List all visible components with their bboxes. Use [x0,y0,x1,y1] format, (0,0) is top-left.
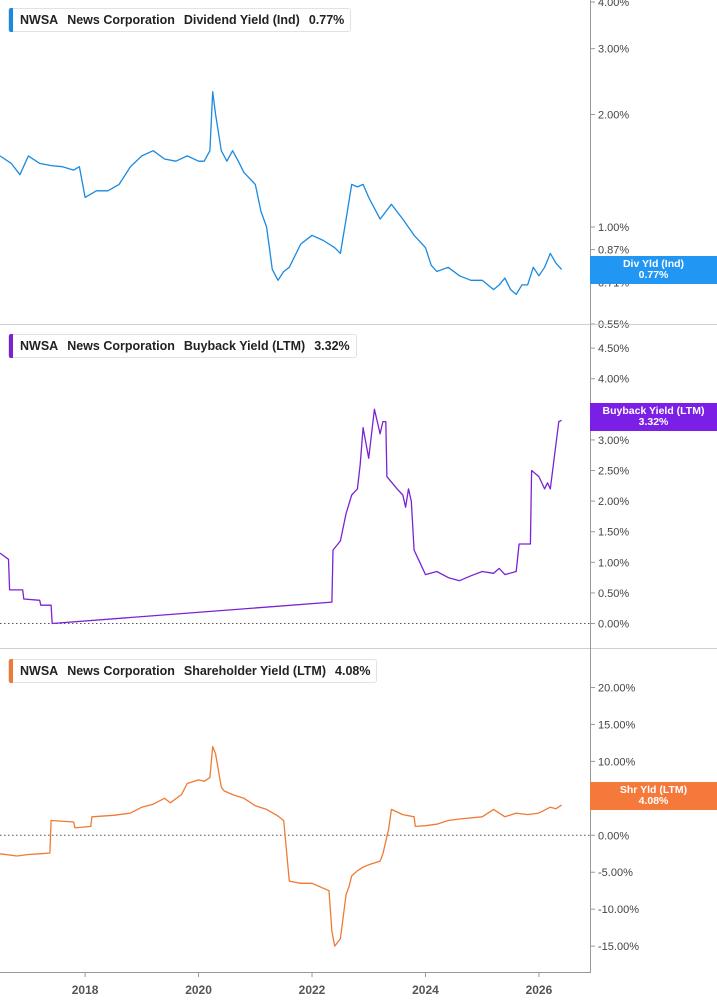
x-tick-label: 2022 [299,983,326,997]
legend-value: 4.08% [335,664,371,678]
badge-value: 0.77% [638,269,669,281]
x-tick-label: 2024 [412,983,439,997]
legend-value: 0.77% [308,13,345,27]
legend-metric: Buyback Yield (LTM) [183,339,306,353]
legend-dividend-yield: NWSA News Corporation Dividend Yield (In… [8,8,352,32]
series-line [0,91,563,296]
y-tick-label: 2.00% [598,496,629,508]
y-tick-label: 2.00% [598,109,629,121]
legend-ticker: NWSA [20,664,59,678]
legend-company: News Corporation [67,339,175,353]
y-tick-label: 1.50% [598,527,629,539]
badge-value: 3.32% [638,416,669,428]
legend-swatch [9,659,13,683]
legend-shareholder-yield: NWSA News Corporation Shareholder Yield … [8,659,378,683]
y-tick-label: 3.00% [598,435,629,447]
x-tick-label: 2018 [72,983,99,997]
badge-buyback-yield: Buyback Yield (LTM) 3.32% [590,403,717,431]
y-tick-label: 1.00% [598,222,629,234]
y-tick-label: 4.00% [598,374,629,386]
legend-buyback-yield: NWSA News Corporation Buyback Yield (LTM… [8,334,357,358]
badge-label: Shr Yld (LTM) [619,784,688,796]
y-tick-label: 20.00% [598,682,636,694]
y-tick-label: 4.00% [598,0,629,9]
legend-metric: Shareholder Yield (LTM) [183,664,327,678]
y-tick-label: 3.00% [598,44,629,56]
badge-value: 4.08% [638,795,669,807]
y-tick-label: 0.50% [598,588,629,600]
y-tick-label: 10.00% [598,756,636,768]
badge-label: Div Yld (Ind) [622,258,685,270]
legend-value: 3.32% [314,339,350,353]
y-tick-label: 15.00% [598,719,636,731]
legend-swatch [9,8,13,32]
legend-company: News Corporation [67,13,175,27]
y-tick-label: 4.50% [598,343,629,355]
y-tick-label: 0.00% [598,619,629,631]
x-tick-label: 2020 [185,983,212,997]
legend-ticker: NWSA [20,339,59,353]
badge-dividend-yield: Div Yld (Ind) 0.77% [590,256,717,284]
y-tick-label: 0.00% [598,830,629,842]
y-tick-label: -10.00% [598,904,639,916]
legend-metric: Dividend Yield (Ind) [183,13,300,27]
series-line [0,408,562,625]
legend-ticker: NWSA [20,13,59,27]
legend-company: News Corporation [67,664,175,678]
y-tick-label: -15.00% [598,941,639,953]
badge-label: Buyback Yield (LTM) [602,405,705,417]
badge-shareholder-yield: Shr Yld (LTM) 4.08% [590,782,717,810]
x-tick-label: 2026 [526,983,553,997]
series-line [0,745,562,947]
legend-swatch [9,334,13,358]
y-tick-label: 1.00% [598,557,629,569]
y-tick-label: 0.87% [598,245,629,257]
y-tick-label: -5.00% [598,867,633,879]
y-tick-label: 2.50% [598,466,629,478]
